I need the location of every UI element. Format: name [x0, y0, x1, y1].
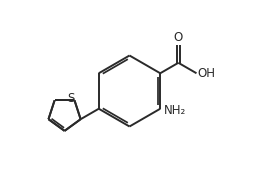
Text: S: S [68, 92, 75, 105]
Text: NH₂: NH₂ [164, 104, 186, 117]
Text: OH: OH [197, 67, 215, 80]
Text: O: O [174, 31, 183, 44]
